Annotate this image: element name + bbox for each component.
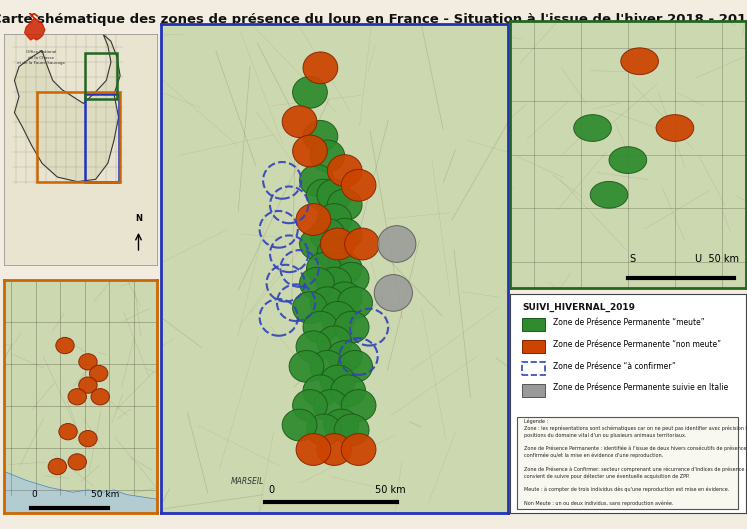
Ellipse shape xyxy=(338,350,373,382)
Ellipse shape xyxy=(296,204,331,235)
Ellipse shape xyxy=(289,350,324,382)
Ellipse shape xyxy=(335,262,369,294)
Ellipse shape xyxy=(317,204,352,235)
Ellipse shape xyxy=(48,459,66,475)
Text: Carte shématique des zones de présence du loup en France - Situation à l'issue d: Carte shématique des zones de présence d… xyxy=(0,13,747,26)
Text: SUIVI_HIVERNAL_2019: SUIVI_HIVERNAL_2019 xyxy=(522,303,635,312)
Ellipse shape xyxy=(621,48,658,75)
Bar xyxy=(85,53,117,99)
Ellipse shape xyxy=(56,338,74,354)
Ellipse shape xyxy=(327,218,362,250)
Ellipse shape xyxy=(303,52,338,84)
Ellipse shape xyxy=(317,179,352,211)
Text: 50 km: 50 km xyxy=(374,485,405,495)
Ellipse shape xyxy=(310,140,344,172)
Ellipse shape xyxy=(320,365,355,397)
Text: N: N xyxy=(135,214,142,223)
Ellipse shape xyxy=(331,375,365,407)
Ellipse shape xyxy=(68,389,87,405)
Text: Zone de Présence Permanente suivie en Italie: Zone de Présence Permanente suivie en It… xyxy=(553,384,728,393)
Polygon shape xyxy=(14,34,120,181)
Ellipse shape xyxy=(310,218,344,250)
Ellipse shape xyxy=(296,331,331,363)
Bar xyxy=(522,318,545,331)
Text: MARSEIL: MARSEIL xyxy=(231,477,264,486)
Ellipse shape xyxy=(306,179,341,211)
Ellipse shape xyxy=(310,350,344,382)
Ellipse shape xyxy=(300,165,335,196)
Ellipse shape xyxy=(327,341,362,372)
Ellipse shape xyxy=(68,454,87,470)
Ellipse shape xyxy=(300,267,335,299)
Text: de la Chasse: de la Chasse xyxy=(28,56,54,60)
Ellipse shape xyxy=(341,389,376,422)
Ellipse shape xyxy=(335,414,369,446)
Ellipse shape xyxy=(300,228,335,260)
Text: 50 km: 50 km xyxy=(90,490,119,499)
Ellipse shape xyxy=(341,434,376,466)
Text: et de la Faune Sauvage: et de la Faune Sauvage xyxy=(17,61,65,65)
Ellipse shape xyxy=(656,115,694,141)
Ellipse shape xyxy=(310,287,344,318)
Ellipse shape xyxy=(335,311,369,343)
Ellipse shape xyxy=(78,377,97,393)
Ellipse shape xyxy=(303,121,338,152)
Ellipse shape xyxy=(590,181,627,208)
Ellipse shape xyxy=(320,228,355,260)
Ellipse shape xyxy=(282,409,317,441)
Ellipse shape xyxy=(378,226,416,262)
Ellipse shape xyxy=(327,189,362,221)
Text: Office National: Office National xyxy=(26,50,56,54)
Bar xyxy=(522,340,545,353)
Ellipse shape xyxy=(341,169,376,201)
Ellipse shape xyxy=(91,389,109,405)
Ellipse shape xyxy=(296,434,331,466)
Ellipse shape xyxy=(327,282,362,314)
Ellipse shape xyxy=(293,291,327,324)
Text: 0: 0 xyxy=(269,485,275,495)
Ellipse shape xyxy=(327,154,362,187)
Bar xyxy=(85,94,119,181)
Bar xyxy=(517,416,739,509)
Ellipse shape xyxy=(293,135,327,167)
Ellipse shape xyxy=(293,389,327,422)
Ellipse shape xyxy=(78,431,97,447)
Text: 0: 0 xyxy=(31,490,37,499)
Ellipse shape xyxy=(306,252,341,285)
Ellipse shape xyxy=(609,147,647,174)
Text: Légende :
Zone : les représentations sont schématiques car on ne peut pas identi: Légende : Zone : les représentations son… xyxy=(524,419,747,506)
Ellipse shape xyxy=(293,76,327,108)
Ellipse shape xyxy=(78,354,97,370)
Text: Zone de Présence Permanente “non meute”: Zone de Présence Permanente “non meute” xyxy=(553,340,721,349)
Ellipse shape xyxy=(282,106,317,138)
Bar xyxy=(37,92,120,181)
Bar xyxy=(522,362,545,375)
Ellipse shape xyxy=(320,302,355,333)
Ellipse shape xyxy=(338,287,373,318)
Text: Zone de Présence “à confirmer”: Zone de Présence “à confirmer” xyxy=(553,361,675,370)
Text: U  50 km: U 50 km xyxy=(695,254,740,264)
Text: Zone de Présence Permanente “meute”: Zone de Présence Permanente “meute” xyxy=(553,317,704,326)
Ellipse shape xyxy=(317,434,352,466)
Ellipse shape xyxy=(317,267,352,299)
Ellipse shape xyxy=(317,326,352,358)
Ellipse shape xyxy=(303,311,338,343)
Text: S: S xyxy=(630,254,636,264)
Ellipse shape xyxy=(324,409,359,441)
Ellipse shape xyxy=(59,424,77,440)
Ellipse shape xyxy=(303,375,338,407)
Ellipse shape xyxy=(574,115,611,141)
Ellipse shape xyxy=(374,275,412,311)
Ellipse shape xyxy=(314,389,348,422)
Ellipse shape xyxy=(306,414,341,446)
Ellipse shape xyxy=(90,366,108,381)
Text: Cartographie : Nicolas JEAN ONCFS
Fonds : BD CARTO (c) IGN
Sources : Données du : Cartographie : Nicolas JEAN ONCFS Fonds … xyxy=(620,427,736,460)
Ellipse shape xyxy=(317,238,352,270)
Polygon shape xyxy=(25,19,45,40)
Ellipse shape xyxy=(344,228,379,260)
Ellipse shape xyxy=(327,252,362,285)
Bar xyxy=(522,384,545,397)
